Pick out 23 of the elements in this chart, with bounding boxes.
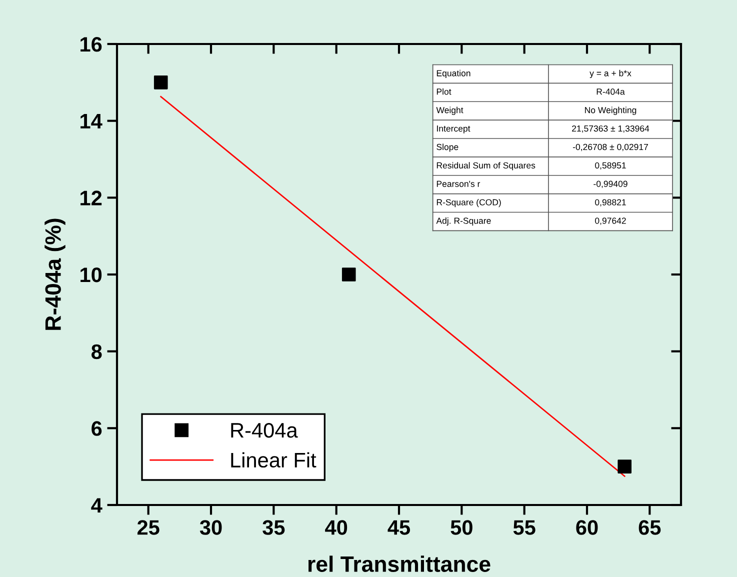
- x-tick-label: 65: [638, 520, 661, 535]
- legend-label: Linear Fit: [231, 452, 316, 468]
- x-tick-label: 55: [513, 520, 536, 535]
- x-tick-label: 30: [200, 520, 222, 535]
- x-tick-label: 50: [450, 520, 472, 535]
- point: [618, 460, 632, 474]
- point: [342, 268, 356, 282]
- y-tick-label: 6: [92, 421, 102, 436]
- x-tick-label: 25: [137, 520, 160, 535]
- y-tick-label: 8: [91, 344, 102, 360]
- y-tick-label: 16: [80, 37, 102, 52]
- legend-label: R-404a: [231, 422, 298, 438]
- y-tick-label: 14: [80, 114, 102, 128]
- y-tick-label: 10: [80, 268, 102, 282]
- y-tick-label: 12: [80, 190, 102, 206]
- x-tick-label: 40: [325, 520, 348, 535]
- x-tick-label: 60: [576, 520, 598, 535]
- x-axis-title: rel Transmittance: [308, 556, 490, 572]
- x-tick-label: 35: [262, 520, 285, 535]
- y-axis-title: R-404a (%): [44, 218, 66, 330]
- x-tick-label: 45: [388, 520, 410, 535]
- point: [154, 76, 168, 90]
- y-tick-label: 4: [91, 498, 102, 513]
